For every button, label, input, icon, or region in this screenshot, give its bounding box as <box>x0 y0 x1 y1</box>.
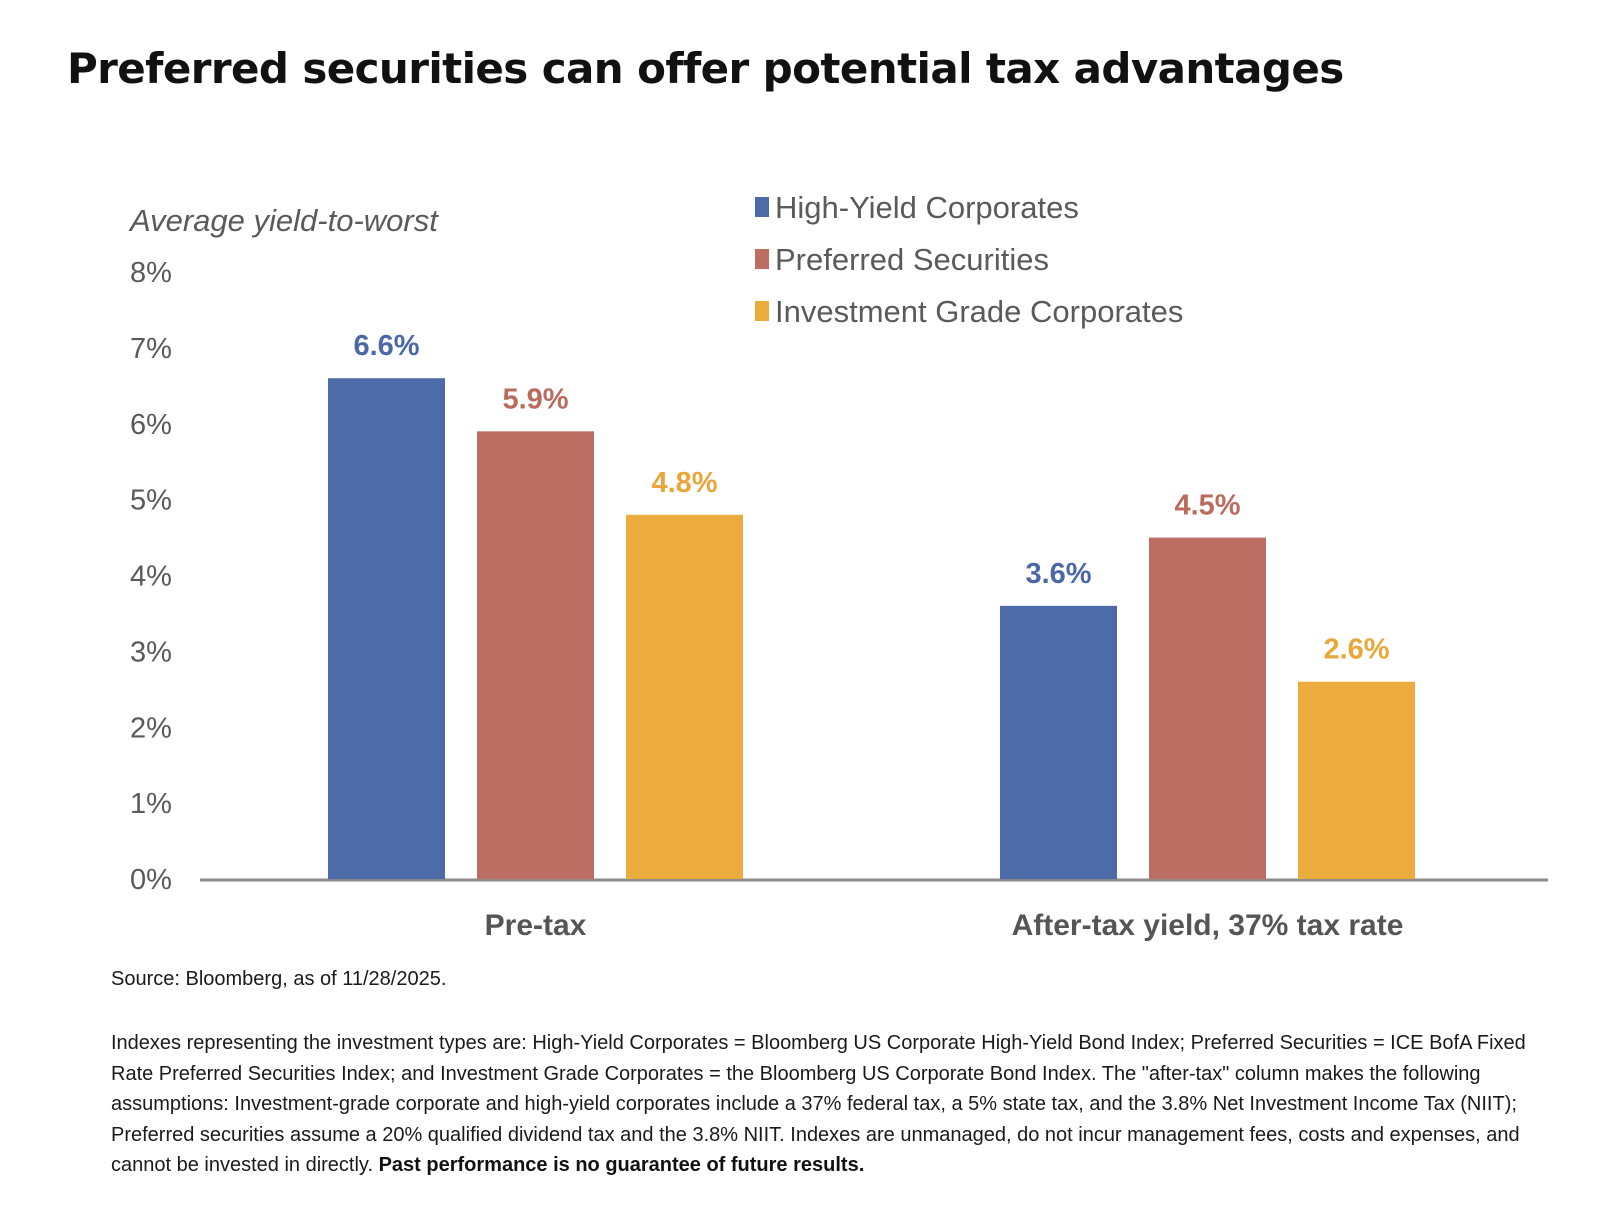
y-tick-label: 2% <box>130 712 172 744</box>
source-note: Source: Bloomberg, as of 11/28/2025. <box>111 968 447 990</box>
legend-label: High-Yield Corporates <box>775 190 1079 225</box>
bar <box>328 378 445 879</box>
legend-swatch <box>755 249 769 269</box>
y-tick-label: 7% <box>130 333 172 365</box>
legend-label: Preferred Securities <box>775 242 1049 277</box>
data-label: 4.5% <box>1174 490 1240 522</box>
legend-swatch <box>755 301 769 321</box>
bar <box>1149 537 1266 879</box>
bar <box>1000 605 1117 879</box>
disclosure-emphasis: Past performance is no guarantee of futu… <box>378 1154 865 1176</box>
data-label: 6.6% <box>353 330 419 362</box>
legend-swatch <box>755 197 769 217</box>
bar <box>626 514 743 879</box>
x-tick-label: After-tax yield, 37% tax rate <box>1012 909 1404 942</box>
disclosure-text: Indexes representing the investment type… <box>111 1028 1551 1181</box>
legend-label: Investment Grade Corporates <box>775 294 1183 329</box>
y-tick-label: 4% <box>130 561 172 593</box>
y-tick-label: 8% <box>130 257 172 289</box>
x-tick-label: Pre-tax <box>485 909 587 942</box>
data-label: 3.6% <box>1025 558 1091 590</box>
bar-chart: Average yield-to-worst 0% 1% 2% 3% 4% 5% 6% 7% 8… <box>128 190 1548 942</box>
bar <box>477 431 594 879</box>
y-tick-label: 3% <box>130 636 172 668</box>
page-title: Preferred securities can offer potential… <box>67 44 1344 93</box>
data-label: 5.9% <box>502 383 568 415</box>
y-tick-label: 1% <box>130 788 172 820</box>
y-axis-label: Average yield-to-worst <box>128 203 439 238</box>
chart-root: Average yield-to-worst 0% 1% 2% 3% 4% 5% 6% 7% 8… <box>128 190 1548 942</box>
y-tick-label: 5% <box>130 485 172 517</box>
data-label: 4.8% <box>651 467 717 499</box>
y-tick-label: 0% <box>130 864 172 896</box>
disclosure-body: Indexes representing the investment type… <box>111 1032 1526 1176</box>
y-tick-label: 6% <box>130 409 172 441</box>
bar <box>1298 681 1415 879</box>
data-label: 2.6% <box>1323 634 1389 666</box>
